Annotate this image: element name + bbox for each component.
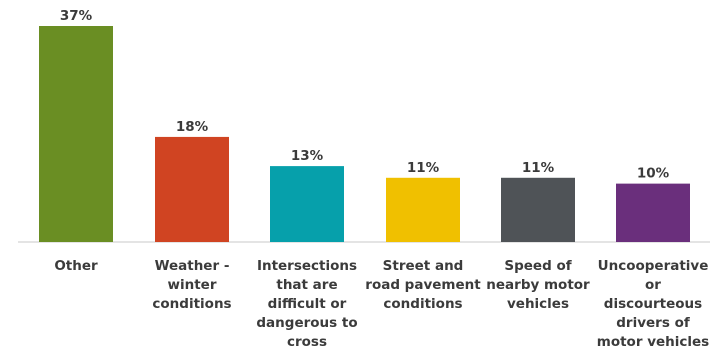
category-label-line: drivers of xyxy=(616,315,690,331)
value-label-3: 11% xyxy=(407,160,440,176)
category-label-line: Speed of xyxy=(504,258,572,274)
category-label-4: Speed of nearby motor vehicles xyxy=(476,257,600,314)
category-label-line: conditions xyxy=(152,296,232,312)
category-label-line: conditions xyxy=(383,296,463,312)
value-label-5: 10% xyxy=(637,166,670,182)
bar-2 xyxy=(270,166,344,242)
category-label-line: Weather - xyxy=(154,258,230,274)
category-label-line: motor vehicles xyxy=(596,334,710,350)
bar-0 xyxy=(39,26,113,242)
value-label-4: 11% xyxy=(522,160,555,176)
category-label-line: Other xyxy=(54,258,98,274)
value-label-0: 37% xyxy=(60,8,93,24)
category-label-line: Street and xyxy=(382,258,464,274)
category-label-line: road pavement xyxy=(365,277,481,293)
category-label-line: discourteous xyxy=(603,296,703,312)
category-label-line: nearby motor xyxy=(486,277,590,293)
category-label-line: that are xyxy=(276,277,338,293)
value-label-2: 13% xyxy=(291,148,324,164)
category-label-3: Street and road pavement conditions xyxy=(361,257,485,314)
bar-1 xyxy=(155,136,229,242)
category-label-line: Uncooperative xyxy=(597,258,709,274)
category-label-line: vehicles xyxy=(506,296,569,312)
category-label-0: Other xyxy=(14,257,138,276)
bar-4 xyxy=(501,177,575,242)
category-label-line: or xyxy=(645,277,661,293)
category-label-line: dangerous to xyxy=(256,315,358,331)
category-label-line: winter xyxy=(167,277,217,293)
category-label-line: cross xyxy=(286,334,327,350)
category-label-line: difficult or xyxy=(267,296,347,312)
category-label-1: Weather - winter conditions xyxy=(130,257,254,314)
category-label-line: Intersections xyxy=(256,258,358,274)
category-label-2: Intersections that are difficult or dangero… xyxy=(245,257,369,352)
bar-3 xyxy=(386,177,460,242)
category-label-5: Uncooperative or discourteous drivers of mot… xyxy=(591,257,715,352)
value-label-1: 18% xyxy=(176,119,209,135)
bar-5 xyxy=(616,183,690,242)
